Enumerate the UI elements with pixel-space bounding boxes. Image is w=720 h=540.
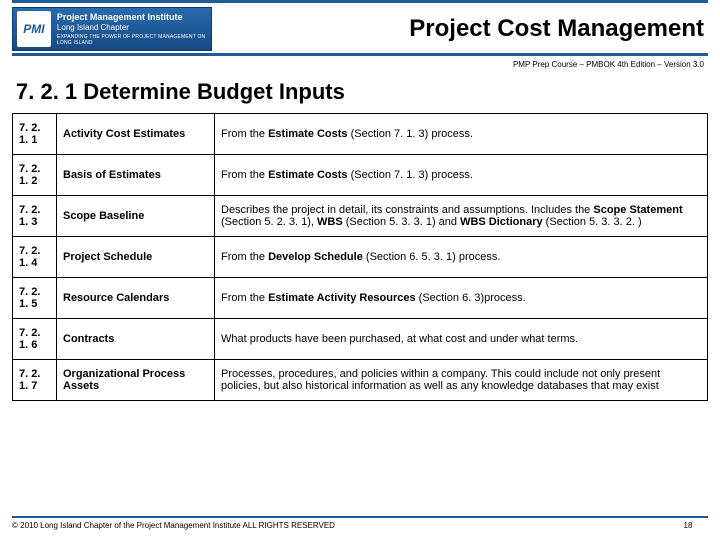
row-name: Activity Cost Estimates — [57, 114, 215, 155]
row-description: From the Develop Schedule (Section 6. 5.… — [215, 237, 708, 278]
copyright: © 2010 Long Island Chapter of the Projec… — [12, 521, 335, 530]
table-row: 7. 2. 1. 1Activity Cost EstimatesFrom th… — [13, 114, 708, 155]
row-name: Organizational Process Assets — [57, 360, 215, 401]
table-row: 7. 2. 1. 7Organizational Process AssetsP… — [13, 360, 708, 401]
logo-tagline: EXPANDING THE POWER OF PROJECT MANAGEMEN… — [57, 34, 207, 46]
row-number: 7. 2. 1. 2 — [13, 155, 57, 196]
sub-rule — [12, 53, 708, 56]
row-description: Processes, procedures, and policies with… — [215, 360, 708, 401]
table-row: 7. 2. 1. 6ContractsWhat products have be… — [13, 319, 708, 360]
logo-text: Project Management Institute Long Island… — [57, 12, 207, 46]
inputs-table: 7. 2. 1. 1Activity Cost EstimatesFrom th… — [12, 113, 708, 401]
table-row: 7. 2. 1. 4Project ScheduleFrom the Devel… — [13, 237, 708, 278]
logo-mark: PMI — [17, 11, 51, 47]
row-description: From the Estimate Costs (Section 7. 1. 3… — [215, 114, 708, 155]
logo: PMI Project Management Institute Long Is… — [12, 7, 212, 51]
page-number: 18 — [668, 521, 708, 530]
row-description: From the Estimate Activity Resources (Se… — [215, 278, 708, 319]
row-description: What products have been purchased, at wh… — [215, 319, 708, 360]
table-row: 7. 2. 1. 3Scope BaselineDescribes the pr… — [13, 196, 708, 237]
row-name: Project Schedule — [57, 237, 215, 278]
row-description: Describes the project in detail, its con… — [215, 196, 708, 237]
row-number: 7. 2. 1. 1 — [13, 114, 57, 155]
row-name: Basis of Estimates — [57, 155, 215, 196]
slide: PMI Project Management Institute Long Is… — [0, 0, 720, 540]
section-heading: 7. 2. 1 Determine Budget Inputs — [0, 73, 720, 113]
row-description: From the Estimate Costs (Section 7. 1. 3… — [215, 155, 708, 196]
logo-line2: Long Island Chapter — [57, 23, 207, 33]
row-number: 7. 2. 1. 5 — [13, 278, 57, 319]
row-number: 7. 2. 1. 6 — [13, 319, 57, 360]
page-title: Project Cost Management — [212, 15, 704, 43]
row-number: 7. 2. 1. 4 — [13, 237, 57, 278]
footer-rule — [12, 516, 708, 518]
footer: © 2010 Long Island Chapter of the Projec… — [12, 516, 708, 530]
logo-line1: Project Management Institute — [57, 12, 207, 23]
row-number: 7. 2. 1. 3 — [13, 196, 57, 237]
row-name: Resource Calendars — [57, 278, 215, 319]
row-number: 7. 2. 1. 7 — [13, 360, 57, 401]
row-name: Scope Baseline — [57, 196, 215, 237]
table-row: 7. 2. 1. 5Resource CalendarsFrom the Est… — [13, 278, 708, 319]
table-row: 7. 2. 1. 2Basis of EstimatesFrom the Est… — [13, 155, 708, 196]
row-name: Contracts — [57, 319, 215, 360]
header: PMI Project Management Institute Long Is… — [0, 3, 720, 53]
title-area: Project Cost Management — [212, 15, 708, 43]
subtitle: PMP Prep Course – PMBOK 4th Edition – Ve… — [0, 58, 720, 73]
